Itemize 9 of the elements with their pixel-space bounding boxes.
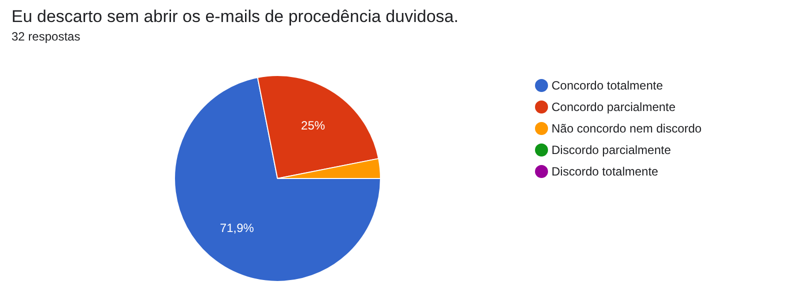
data-label: 25%	[301, 118, 326, 132]
legend-label: Não concordo nem discordo	[552, 122, 702, 136]
legend-label: Discordo parcialmente	[552, 143, 672, 157]
text: 32 respostas	[12, 30, 80, 44]
chart-title: Eu descarto sem abrir os e-mails de procedência duvidosa.	[12, 7, 458, 26]
legend-label: Discordo totalmente	[552, 164, 659, 178]
data-label: 71,9%	[220, 220, 254, 235]
legend-label: Concordo totalmente	[552, 78, 664, 92]
legend-label: Concordo parcialmente	[552, 100, 676, 114]
